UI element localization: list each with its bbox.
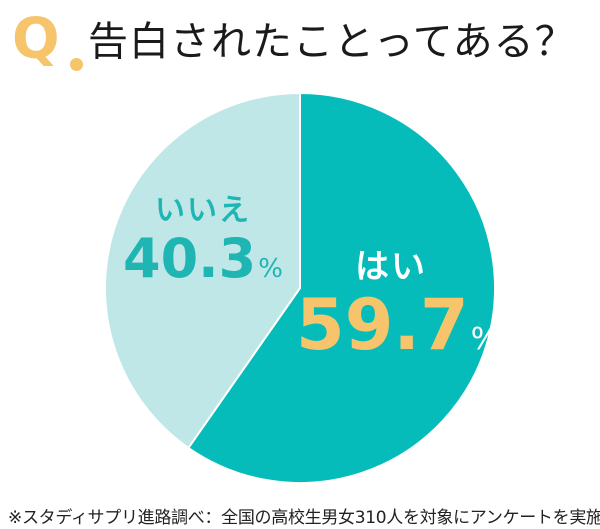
question-header: Q 告白されたことってある？: [0, 10, 600, 80]
q-dot-icon: [70, 58, 83, 71]
yes-value: 59.7%: [296, 284, 500, 366]
source-footnote: ※スタディサプリ進路調べ：全国の高校生男女310人を対象にアンケートを実施: [8, 508, 600, 528]
chart-title: 告白されたことってある？: [88, 19, 576, 65]
yes-label: はい 59.7%: [296, 247, 500, 366]
no-name: いいえ: [155, 193, 251, 228]
no-label: いいえ 40.3%: [118, 196, 288, 286]
yes-name: はい: [355, 247, 427, 287]
q-mark-icon: Q: [12, 7, 60, 72]
pie-slice-no: [104, 91, 301, 450]
pie-slice-yes: [186, 91, 496, 484]
no-value: 40.3%: [123, 227, 283, 290]
